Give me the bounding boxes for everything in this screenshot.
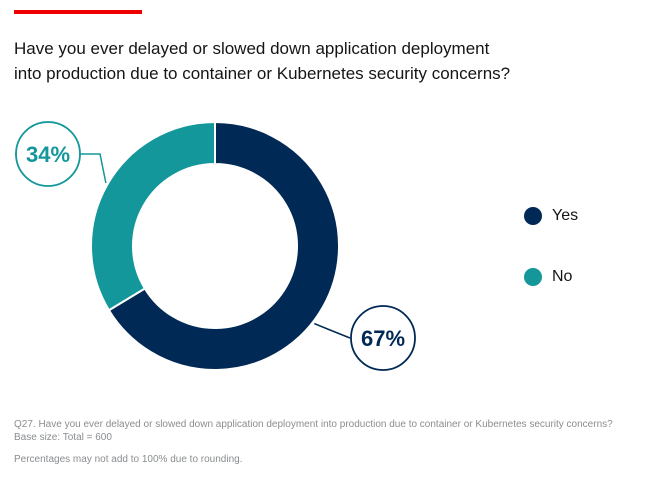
legend-item-no: No [524, 266, 578, 288]
legend-label-yes: Yes [552, 207, 579, 224]
accent-rule [14, 10, 142, 14]
chart-title-line-2: into production due to container or Kube… [14, 64, 511, 83]
footnote-question: Q27. Have you ever delayed or slowed dow… [14, 418, 654, 444]
legend-label-no: No [552, 268, 573, 285]
footnote-rounding: Percentages may not add to 100% due to r… [14, 454, 243, 465]
legend-swatch-no [524, 268, 542, 286]
chart-legend: Yes No [524, 205, 578, 327]
footnote-base-size: Base size: Total = 600 [14, 432, 112, 443]
donut-slice-yes [107, 120, 340, 371]
legend-swatch-yes [524, 207, 542, 225]
callout-bubble-yes [350, 305, 416, 371]
footnote-question-text: Q27. Have you ever delayed or slowed dow… [14, 419, 613, 430]
chart-title-line-1: Have you ever delayed or slowed down app… [14, 39, 490, 58]
legend-item-yes: Yes [524, 205, 578, 227]
donut-slice-no [90, 120, 216, 312]
callout-bubble-no [15, 121, 81, 187]
callout-line-yes [314, 322, 351, 339]
data-label-no: 34% [26, 142, 70, 167]
data-label-yes: 67% [361, 326, 405, 351]
chart-title: Have you ever delayed or slowed down app… [14, 36, 614, 86]
